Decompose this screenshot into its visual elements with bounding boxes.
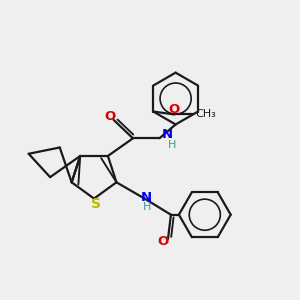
- Text: H: H: [168, 140, 177, 150]
- Text: O: O: [105, 110, 116, 123]
- Text: N: N: [140, 190, 152, 203]
- Text: H: H: [143, 202, 152, 212]
- Text: N: N: [161, 128, 172, 141]
- Text: O: O: [169, 103, 180, 116]
- Text: S: S: [91, 197, 100, 211]
- Text: CH₃: CH₃: [195, 110, 216, 119]
- Text: O: O: [157, 235, 168, 248]
